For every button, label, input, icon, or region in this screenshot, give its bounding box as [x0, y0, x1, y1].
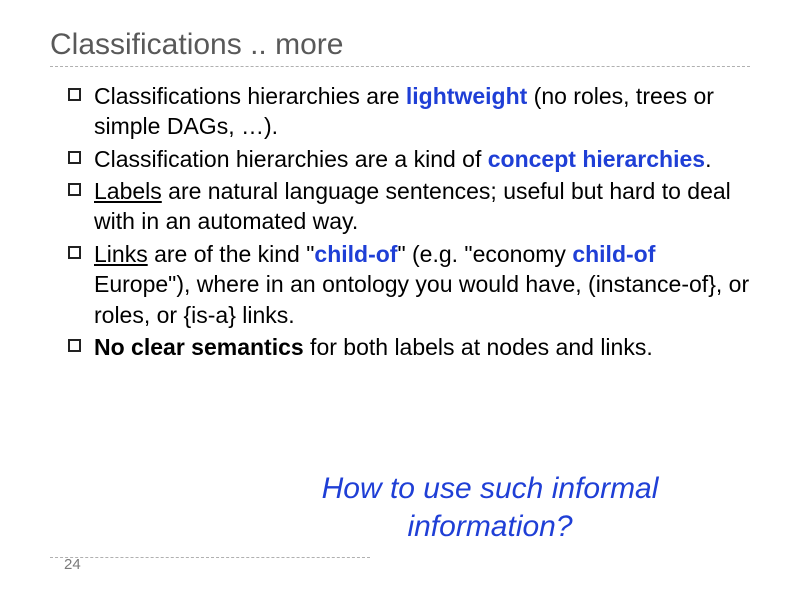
slide: Classifications .. more Classifications …: [0, 0, 800, 600]
bullet-item: Classifications hierarchies are lightwei…: [68, 81, 750, 142]
bullet-list: Classifications hierarchies are lightwei…: [50, 81, 750, 362]
bullet-item: Labels are natural language sentences; u…: [68, 176, 750, 237]
slide-title: Classifications .. more: [50, 28, 750, 62]
page-number: 24: [64, 556, 81, 573]
bullet-item: No clear semantics for both labels at no…: [68, 332, 750, 362]
footer-divider: [50, 557, 370, 558]
question-text: How to use such informal information?: [260, 470, 720, 545]
bullet-item: Classification hierarchies are a kind of…: [68, 144, 750, 174]
bullet-item: Links are of the kind "child-of" (e.g. "…: [68, 239, 750, 330]
title-divider: [50, 66, 750, 67]
